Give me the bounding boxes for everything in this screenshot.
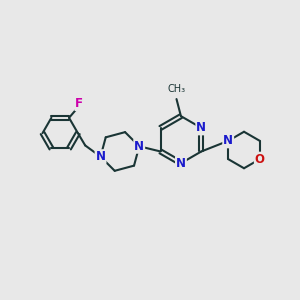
Text: CH₃: CH₃ <box>167 84 186 94</box>
Text: N: N <box>134 140 144 153</box>
Text: N: N <box>176 157 186 170</box>
Text: N: N <box>223 134 233 147</box>
Text: F: F <box>75 97 83 110</box>
Text: N: N <box>196 122 206 134</box>
Text: N: N <box>95 150 106 163</box>
Text: O: O <box>255 153 265 166</box>
